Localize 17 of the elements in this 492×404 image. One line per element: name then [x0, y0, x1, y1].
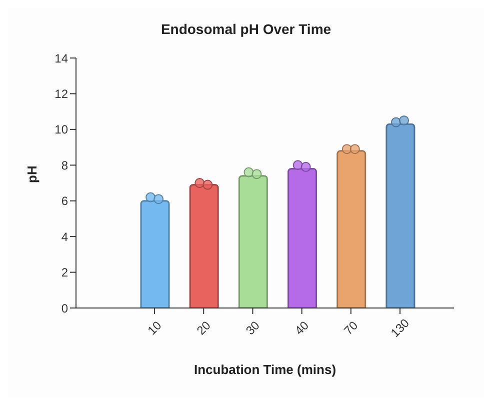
x-tick-label: 40 [292, 318, 312, 338]
y-tick-label: 6 [61, 194, 68, 208]
x-tick-label: 20 [194, 318, 214, 338]
y-tick-label: 14 [54, 51, 68, 66]
x-axis-title: Incubation Time (mins) [194, 362, 336, 377]
x-tick-label: 30 [243, 318, 263, 338]
y-axis-title: pH [24, 166, 40, 183]
y-tick-label: 4 [61, 230, 68, 244]
y-tick-label: 10 [54, 122, 68, 137]
y-tick-label: 2 [61, 266, 68, 280]
x-tick-label: 70 [341, 318, 361, 338]
x-tick-label: 10 [144, 318, 164, 338]
y-tick-label: 8 [61, 158, 68, 172]
chart-title: Endosomal pH Over Time [160, 21, 332, 37]
x-tick-label: 130 [388, 316, 412, 340]
y-tick-label: 0 [61, 301, 68, 316]
y-tick-label: 12 [54, 86, 68, 101]
